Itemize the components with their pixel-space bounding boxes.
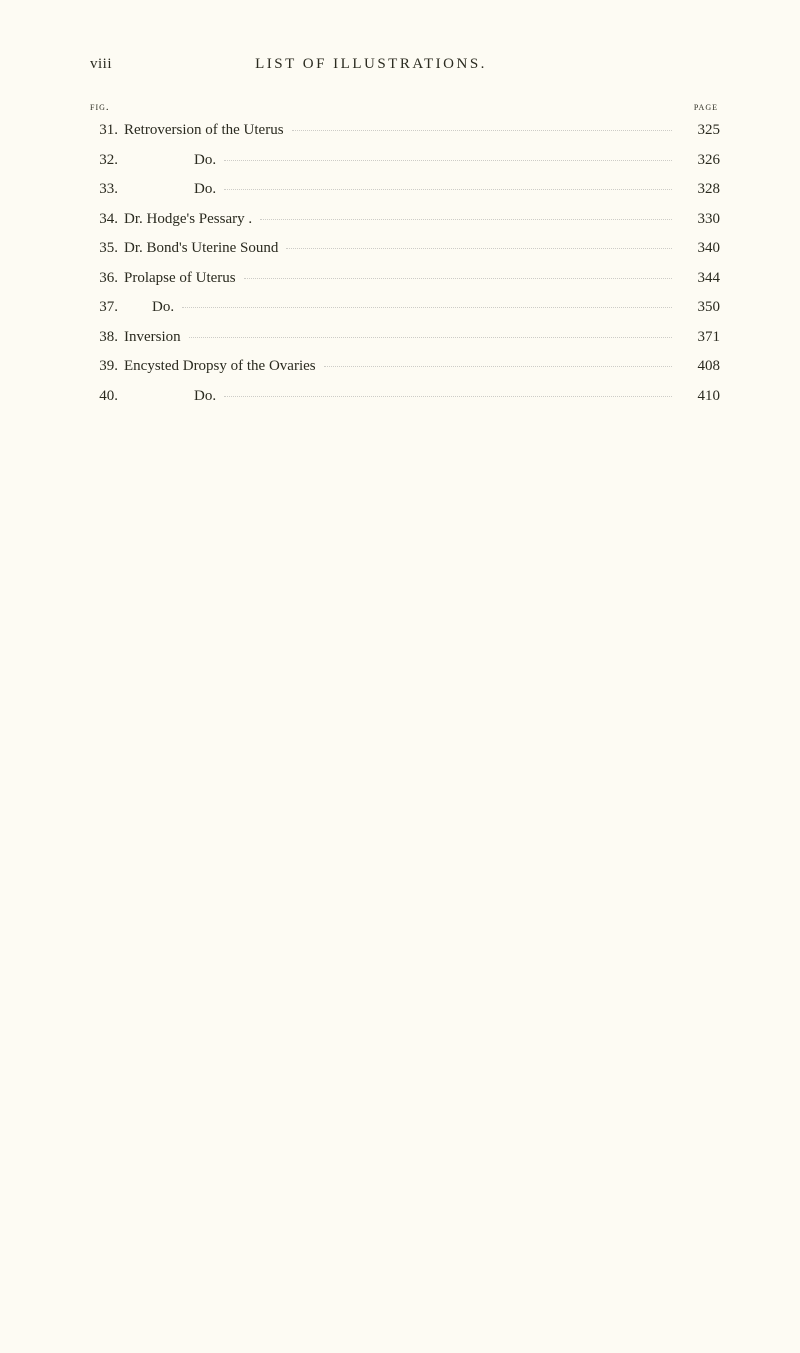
page-ref: 344 [680, 267, 720, 290]
leader-dots [224, 399, 672, 400]
page-ref: 330 [680, 208, 720, 231]
leader-dots [189, 340, 672, 341]
page-ref: 328 [680, 178, 720, 201]
leader-dots [260, 222, 672, 223]
list-item: 39. Encysted Dropsy of the Ovaries 408 [90, 355, 720, 378]
page-ref: 350 [680, 296, 720, 319]
fig-number: 33. [90, 178, 118, 201]
caption: Inversion [124, 326, 181, 349]
list-item: 35. Dr. Bond's Uterine Sound 340 [90, 237, 720, 260]
list-item: 38. Inversion 371 [90, 326, 720, 349]
page-ref: 371 [680, 326, 720, 349]
page-ref: 325 [680, 119, 720, 142]
list-item: 37. Do. 350 [90, 296, 720, 319]
entries-list: 31.Retroversion of the Uterus32532.Do.32… [90, 119, 720, 407]
leader-dots [224, 192, 672, 193]
fig-number: 35. [90, 237, 118, 260]
leader-dots [244, 281, 672, 282]
list-item: 31. Retroversion of the Uterus 325 [90, 119, 720, 142]
caption: Do. [124, 296, 174, 319]
fig-number: 37. [90, 296, 118, 319]
page-title: LIST OF ILLUSTRATIONS. [52, 56, 690, 73]
leader-dots [182, 310, 672, 311]
column-headers: FIG. PAGE [90, 101, 720, 113]
fig-header: FIG. [90, 101, 110, 113]
page-ref: 340 [680, 237, 720, 260]
leader-dots [224, 163, 672, 164]
caption: Do. [124, 149, 216, 172]
page-ref: 410 [680, 385, 720, 408]
list-item: 34. Dr. Hodge's Pessary . 330 [90, 208, 720, 231]
caption: Dr. Hodge's Pessary . [124, 208, 252, 231]
list-item: 33. Do. 328 [90, 178, 720, 201]
list-item: 32. Do. 326 [90, 149, 720, 172]
page-ref: 326 [680, 149, 720, 172]
header-row: viii LIST OF ILLUSTRATIONS. [90, 56, 720, 73]
leader-dots [324, 369, 672, 370]
page-header: PAGE [694, 101, 718, 113]
leader-dots [286, 251, 672, 252]
fig-number: 32. [90, 149, 118, 172]
caption: Do. [124, 178, 216, 201]
list-item: 40. Do. 410 [90, 385, 720, 408]
list-item: 36. Prolapse of Uterus 344 [90, 267, 720, 290]
fig-number: 34. [90, 208, 118, 231]
leader-dots [292, 133, 672, 134]
caption: Dr. Bond's Uterine Sound [124, 237, 278, 260]
caption: Prolapse of Uterus [124, 267, 236, 290]
fig-number: 39. [90, 355, 118, 378]
fig-number: 38. [90, 326, 118, 349]
page-container: viii LIST OF ILLUSTRATIONS. FIG. PAGE 31… [0, 0, 800, 474]
caption: Retroversion of the Uterus [124, 119, 284, 142]
caption: Do. [124, 385, 216, 408]
fig-number: 31. [90, 119, 118, 142]
fig-number: 36. [90, 267, 118, 290]
page-ref: 408 [680, 355, 720, 378]
fig-number: 40. [90, 385, 118, 408]
caption: Encysted Dropsy of the Ovaries [124, 355, 316, 378]
